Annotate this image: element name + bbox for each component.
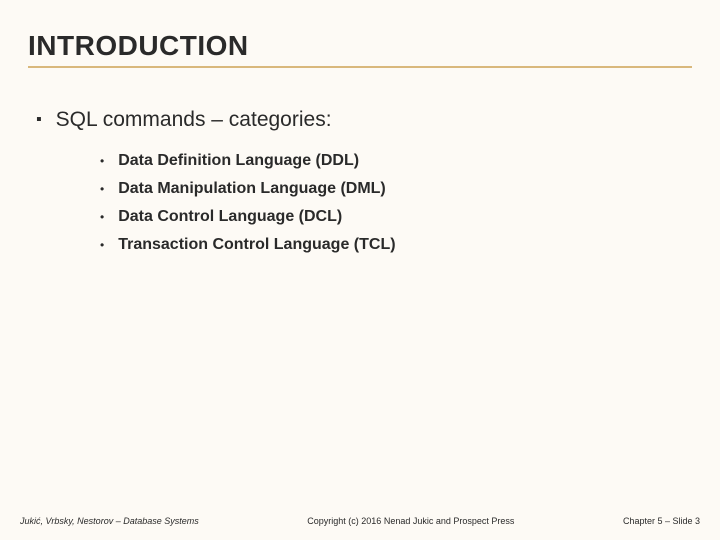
bullet-dot-icon: • (100, 178, 104, 200)
level2-text: Transaction Control Language (TCL) (118, 234, 395, 256)
bullet-dot-icon: • (100, 150, 104, 172)
slide-title: INTRODUCTION (28, 30, 692, 68)
level2-text: Data Control Language (DCL) (118, 206, 342, 228)
slide-footer: Jukić, Vrbsky, Nestorov – Database Syste… (0, 516, 720, 526)
level2-list: • Data Definition Language (DDL) • Data … (100, 150, 692, 256)
list-item: • Data Manipulation Language (DML) (100, 178, 692, 200)
bullet-square-icon: ▪ (36, 108, 42, 132)
level2-text: Data Definition Language (DDL) (118, 150, 359, 172)
bullet-dot-icon: • (100, 234, 104, 256)
list-item: • Data Control Language (DCL) (100, 206, 692, 228)
list-item: • Data Definition Language (DDL) (100, 150, 692, 172)
bullet-dot-icon: • (100, 206, 104, 228)
footer-slide-number: Chapter 5 – Slide 3 (623, 516, 700, 526)
bullet-level1: ▪ SQL commands – categories: (36, 108, 692, 132)
list-item: • Transaction Control Language (TCL) (100, 234, 692, 256)
level2-text: Data Manipulation Language (DML) (118, 178, 386, 200)
level1-text: SQL commands – categories: (56, 108, 332, 132)
footer-copyright: Copyright (c) 2016 Nenad Jukic and Prosp… (199, 516, 623, 526)
footer-authors: Jukić, Vrbsky, Nestorov – Database Syste… (20, 516, 199, 526)
slide-container: INTRODUCTION ▪ SQL commands – categories… (0, 0, 720, 540)
